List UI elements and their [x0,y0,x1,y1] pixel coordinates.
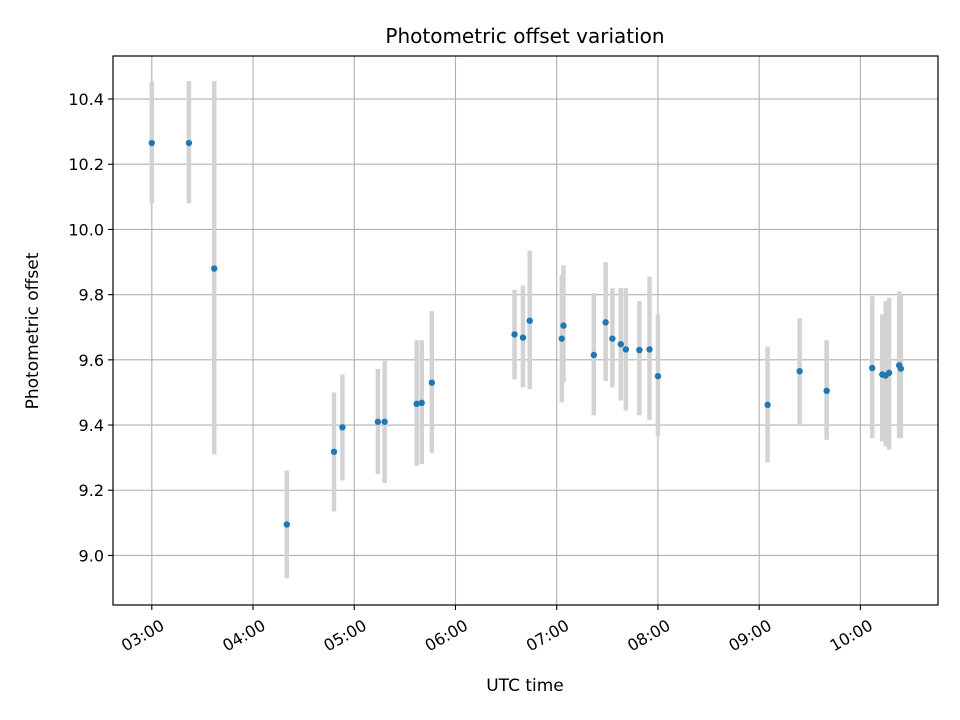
marker-layer [148,139,905,528]
data-point [617,340,625,348]
y-tick-label: 9.4 [79,416,104,435]
data-point [339,424,346,431]
data-point [885,369,893,377]
y-tick-label: 9.6 [79,351,104,370]
data-point [602,319,609,326]
data-point [374,418,382,425]
y-axis-label: Photometric offset [23,252,43,409]
data-point [413,400,420,408]
y-tick-label: 9.2 [79,481,104,500]
data-point [558,335,565,342]
y-tick-label: 10.0 [68,220,104,239]
data-point [796,368,803,375]
y-tick-label: 9.8 [79,286,104,305]
y-tick-label: 10.2 [68,155,104,174]
data-point [211,265,218,272]
y-tick-label: 9.0 [79,546,104,565]
y-tick-label: 10.4 [68,90,104,109]
data-point [148,139,156,147]
data-point [185,139,193,147]
data-point [590,351,598,359]
data-point [764,401,771,409]
data-point [869,364,876,372]
data-point [526,317,533,324]
data-point [622,346,630,353]
data-point [636,346,643,354]
data-point [897,365,905,372]
data-point [330,448,338,455]
data-point [428,379,436,386]
data-point [654,372,662,380]
data-point [560,322,567,329]
data-point [381,418,388,425]
x-axis-label: UTC time [486,676,564,696]
data-point [823,387,830,395]
data-point [519,334,527,341]
data-point [609,335,616,342]
chart-title: Photometric offset variation [385,24,664,48]
data-point [283,521,290,528]
plot-frame [112,55,939,606]
data-point [511,331,518,338]
data-point [418,399,425,407]
data-point [646,346,653,353]
